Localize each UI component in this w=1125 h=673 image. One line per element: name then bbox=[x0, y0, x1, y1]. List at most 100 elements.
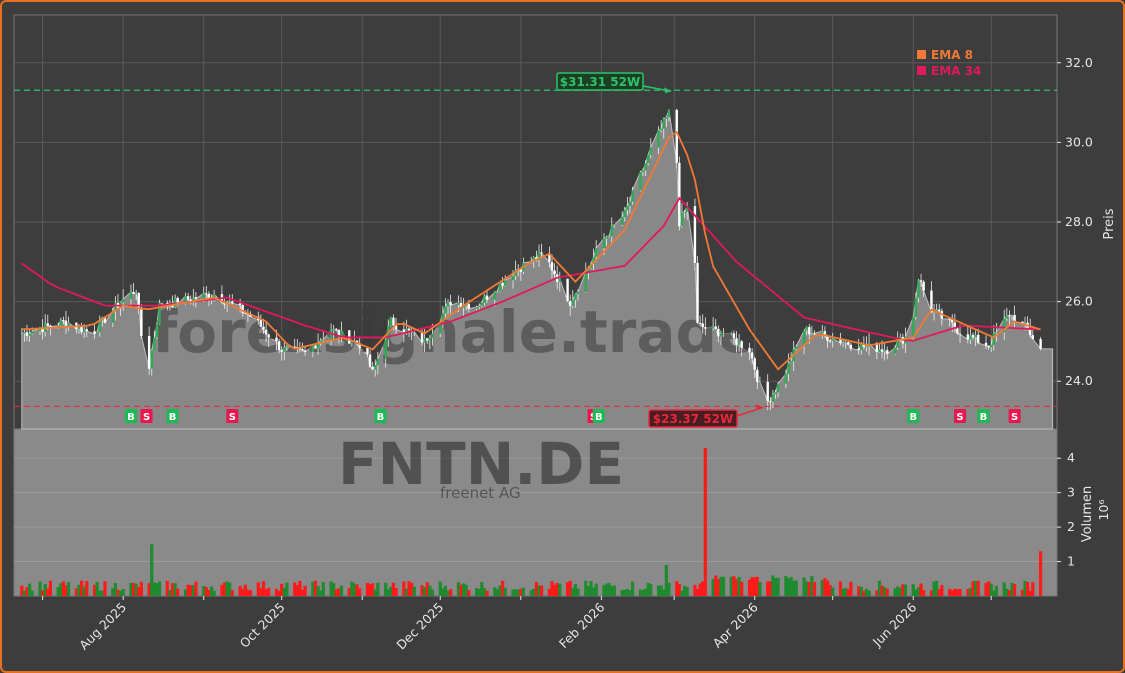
candle-body bbox=[446, 302, 450, 307]
volume-bar bbox=[610, 585, 614, 596]
volume-bar bbox=[482, 587, 487, 596]
volume-bar bbox=[384, 582, 388, 596]
volume-bar bbox=[485, 590, 489, 596]
volume-bar bbox=[758, 581, 762, 596]
volume-bar bbox=[168, 589, 172, 596]
signal-marker bbox=[124, 409, 137, 423]
candle-body bbox=[1031, 335, 1035, 340]
candle-body bbox=[262, 326, 265, 330]
volume-bar bbox=[555, 582, 559, 596]
volume-axis-exponent: 10⁶ bbox=[1096, 500, 1111, 521]
volume-bar bbox=[646, 582, 650, 596]
candle-body bbox=[322, 339, 325, 341]
candle-body bbox=[880, 349, 884, 352]
candle-body bbox=[566, 278, 569, 301]
volume-bar bbox=[547, 588, 551, 596]
signal-label: B bbox=[595, 412, 603, 423]
signal-label: S bbox=[143, 412, 150, 423]
volume-bar bbox=[771, 575, 775, 596]
volume-bar bbox=[649, 583, 653, 596]
candle-body bbox=[605, 236, 608, 239]
signal-marker bbox=[374, 409, 387, 423]
candle-body bbox=[831, 338, 834, 341]
candle-body bbox=[1021, 321, 1024, 323]
volume-bar bbox=[584, 580, 588, 596]
candle-body bbox=[1029, 328, 1032, 336]
candle-body bbox=[132, 291, 135, 294]
candle-body bbox=[758, 381, 762, 383]
volume-bar bbox=[38, 581, 42, 596]
volume-bar bbox=[883, 587, 887, 596]
candle-body bbox=[192, 297, 195, 302]
volume-bar bbox=[786, 578, 791, 596]
volume-bar bbox=[885, 588, 889, 596]
candle-body bbox=[392, 317, 395, 326]
x-tick-label: Apr 2026 bbox=[710, 599, 761, 650]
volume-bar bbox=[25, 587, 29, 596]
volume-bar bbox=[922, 589, 926, 596]
candle-body bbox=[49, 325, 52, 327]
volume-bars bbox=[20, 447, 1043, 596]
candle-body bbox=[64, 320, 68, 326]
candle-body bbox=[423, 338, 426, 343]
candle-body bbox=[987, 345, 990, 348]
52w-lines bbox=[14, 89, 1057, 407]
candle-body bbox=[407, 328, 411, 331]
volume-bar bbox=[747, 579, 752, 596]
candle-body bbox=[620, 217, 624, 225]
volume-bar bbox=[729, 576, 733, 596]
volume-bar bbox=[857, 586, 861, 596]
volume-bar bbox=[209, 586, 214, 596]
volume-bar bbox=[698, 583, 702, 596]
volume-bar bbox=[589, 581, 593, 596]
volume-bar bbox=[659, 585, 663, 596]
candle-body bbox=[311, 345, 315, 352]
candle-body bbox=[301, 348, 304, 351]
volume-bar bbox=[594, 583, 598, 596]
volume-bar bbox=[948, 588, 952, 596]
volume-bar bbox=[295, 585, 299, 596]
candle-body bbox=[730, 333, 733, 335]
x-tick-label: Jun 2026 bbox=[869, 599, 919, 649]
candle-body bbox=[568, 300, 572, 306]
volume-bar bbox=[402, 581, 406, 596]
volume-bar bbox=[552, 584, 557, 596]
candle-body bbox=[917, 280, 920, 298]
candle-body bbox=[374, 365, 377, 370]
price-tick-label: 24.0 bbox=[1065, 373, 1093, 388]
signal-marker bbox=[907, 409, 920, 423]
candle-body bbox=[719, 333, 723, 337]
candle-body bbox=[935, 309, 938, 311]
volume-bar bbox=[334, 589, 338, 596]
volume-bar bbox=[937, 589, 941, 596]
candle-body bbox=[610, 225, 613, 237]
candle-body bbox=[667, 109, 671, 118]
volume-bar bbox=[565, 582, 570, 596]
candle-body bbox=[646, 154, 650, 164]
candle-body bbox=[202, 293, 205, 299]
volume-bar bbox=[953, 588, 957, 596]
volume-bar bbox=[643, 588, 648, 596]
candle-body bbox=[795, 346, 798, 350]
volume-bar bbox=[248, 590, 253, 596]
volume-bar bbox=[423, 587, 427, 596]
volume-bar bbox=[534, 581, 538, 596]
volume-bar bbox=[914, 589, 918, 596]
volume-bar bbox=[576, 588, 580, 596]
candle-body bbox=[111, 310, 114, 323]
candle-body bbox=[844, 342, 847, 343]
volume-bar bbox=[532, 588, 536, 596]
candle-body bbox=[1039, 339, 1042, 349]
candle-body bbox=[984, 342, 988, 346]
volume-bar bbox=[48, 580, 52, 596]
volume-bar bbox=[630, 581, 635, 596]
volume-bar bbox=[40, 590, 45, 596]
candle-body bbox=[140, 307, 143, 336]
volume-bar bbox=[838, 581, 843, 596]
candle-body bbox=[912, 317, 915, 337]
volume-bar bbox=[849, 581, 853, 596]
candle-body bbox=[147, 335, 151, 369]
candle-body bbox=[919, 280, 923, 282]
candle-body bbox=[238, 303, 242, 306]
volume-bar bbox=[157, 581, 162, 596]
